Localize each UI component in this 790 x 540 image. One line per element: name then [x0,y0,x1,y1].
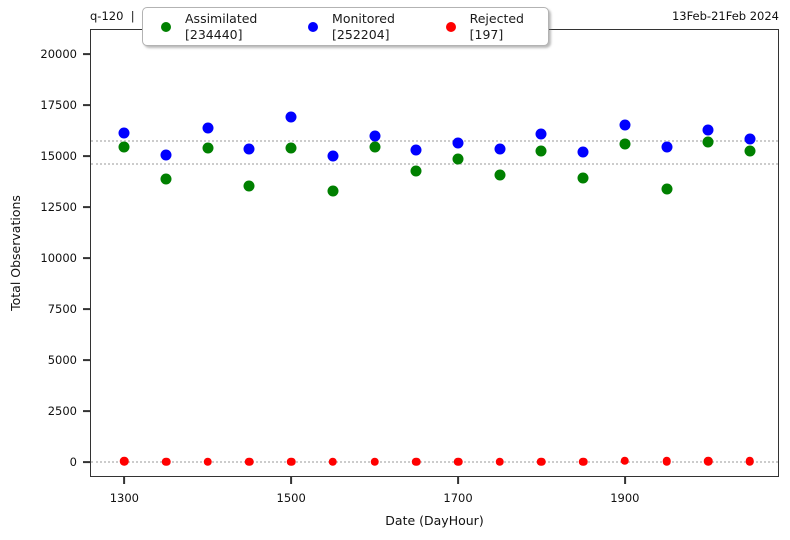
legend-series-count: [252204] [332,26,390,42]
data-point-monitored-1612 [410,144,422,156]
legend-item-rejected: Rejected [197] [445,11,524,42]
data-point-rejected-1312 [161,457,171,466]
legend-series-name: Assimilated [185,11,258,27]
data-point-assimilated-1400 [202,142,214,154]
plot-area: 0 2500 5000 7500 10000 12500 15000 17500 20000 13… [40,29,779,505]
y-tick-label: 10000 [40,251,77,266]
x-tick [290,477,293,484]
data-point-rejected-1812 [578,457,588,466]
data-point-assimilated-1800 [535,145,547,157]
legend: Assimilated [234440] Monitored [252204] … [142,7,549,46]
y-tick [83,104,90,107]
data-point-assimilated-2000 [702,136,714,148]
y-tick [83,155,90,158]
data-point-monitored-1312 [160,149,172,161]
legend-item-assimilated: Assimilated [234440] [161,11,257,42]
data-point-monitored-1600 [369,130,381,142]
y-tick-label: 5000 [47,352,77,367]
data-point-rejected-1612 [412,457,421,466]
y-tick-label: 15000 [40,149,77,164]
y-tick [83,308,90,310]
data-point-monitored-1900 [619,119,631,131]
y-tick [83,53,90,56]
mean-line-rejected [91,461,778,464]
legend-series-count: [197] [469,26,504,42]
mean-line-assimilated [91,162,778,165]
data-point-rejected-1500 [286,457,296,466]
data-point-monitored-1800 [535,128,547,140]
data-point-monitored-2000 [702,124,714,136]
mean-line-monitored [91,140,778,143]
data-point-monitored-1712 [494,143,506,155]
y-tick [83,206,90,209]
x-axis-label: Date (DayHour) [385,513,484,528]
x-tick-label: 1700 [443,491,473,505]
legend-label-assimilated: Assimilated [234440] [185,11,257,42]
x-tick [123,477,126,484]
data-point-assimilated-1512 [327,185,339,197]
data-point-monitored-1400 [202,122,214,134]
x-tick [623,477,626,484]
data-point-assimilated-1612 [410,165,422,176]
rejected-marker-icon [445,21,456,32]
data-point-monitored-1512 [327,150,339,162]
data-point-monitored-1300 [118,127,130,139]
legend-series-name: Rejected [469,11,524,27]
data-point-rejected-1700 [453,457,463,466]
data-point-assimilated-1500 [285,142,297,154]
data-point-rejected-1900 [620,456,630,466]
data-point-rejected-1412 [245,457,254,466]
data-point-rejected-1512 [328,457,338,466]
data-point-monitored-1812 [577,146,589,158]
assimilated-marker-icon [161,21,171,32]
y-axis-label: Total Observations [8,195,23,311]
data-point-monitored-1700 [452,137,464,149]
y-tick-label: 7500 [47,301,77,316]
x-tick-label: 1300 [109,491,139,505]
data-point-assimilated-1812 [577,172,589,184]
legend-series-count: [234440] [185,26,243,42]
data-point-rejected-1912 [662,457,671,466]
legend-label-monitored: Monitored [252204] [332,11,395,42]
y-tick-label: 17500 [40,98,77,113]
legend-item-monitored: Monitored [252204] [308,11,395,42]
data-point-rejected-2012 [745,457,755,466]
data-point-assimilated-1712 [494,169,506,181]
data-point-monitored-2012 [744,133,756,145]
x-tick [457,477,459,484]
data-point-assimilated-2012 [744,145,756,157]
data-point-monitored-1500 [285,111,297,123]
data-point-assimilated-1600 [369,141,381,153]
data-point-assimilated-1912 [661,183,673,195]
y-tick [83,460,90,463]
x-tick-label: 1900 [610,491,640,505]
data-point-assimilated-1412 [243,180,255,192]
data-point-rejected-1300 [120,456,129,466]
y-tick [83,257,90,259]
legend-series-name: Monitored [332,11,395,27]
data-point-rejected-1712 [495,457,504,466]
y-tick [83,409,90,412]
data-point-rejected-1600 [370,457,379,466]
data-point-rejected-1400 [203,457,213,466]
y-tick [83,358,90,361]
data-point-rejected-2000 [704,457,713,466]
data-point-assimilated-1900 [619,138,631,150]
data-point-assimilated-1300 [118,141,130,153]
y-tick-label: 2500 [47,403,77,418]
legend-label-rejected: Rejected [197] [470,11,524,42]
y-tick-label: 20000 [40,47,77,62]
data-point-rejected-1800 [537,457,546,466]
monitored-marker-icon [308,21,319,32]
chart-title-date-range: 13Feb-21Feb 2024 [671,9,779,23]
data-point-monitored-1912 [661,141,673,153]
x-tick-label: 1500 [276,491,306,505]
data-point-assimilated-1312 [160,173,172,185]
data-point-assimilated-1700 [452,153,464,165]
data-point-monitored-1412 [243,143,255,155]
y-tick-label: 0 [69,454,77,469]
y-tick-label: 12500 [40,200,77,215]
